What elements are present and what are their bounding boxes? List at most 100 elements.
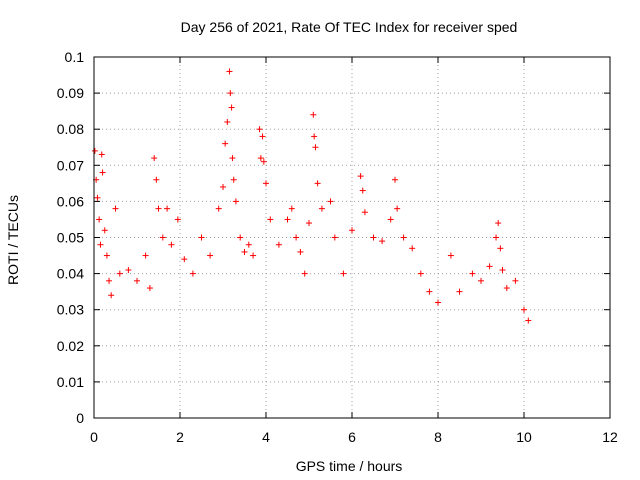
data-point	[456, 288, 463, 295]
y-tick-label: 0.06	[57, 193, 84, 209]
data-point	[311, 133, 318, 140]
data-point	[228, 104, 235, 111]
data-point	[469, 270, 476, 277]
data-point	[521, 306, 527, 313]
data-point	[275, 241, 282, 248]
x-tick-label: 4	[262, 429, 270, 445]
y-tick-label: 0.07	[57, 157, 84, 173]
data-point	[112, 205, 119, 212]
data-point	[226, 68, 233, 75]
data-point	[222, 140, 229, 147]
data-point	[359, 187, 366, 194]
data-point	[168, 241, 175, 248]
data-point	[409, 245, 416, 252]
data-point	[318, 205, 325, 212]
x-tick-label: 2	[176, 429, 184, 445]
data-point	[310, 111, 317, 118]
data-point	[512, 277, 519, 284]
data-point	[146, 285, 153, 292]
data-point	[230, 176, 237, 183]
data-point	[256, 126, 263, 133]
data-point	[99, 169, 106, 176]
data-point	[164, 205, 171, 212]
data-point	[379, 238, 386, 245]
data-point	[257, 155, 264, 162]
data-point	[301, 270, 308, 277]
data-point	[447, 252, 454, 259]
y-tick-label: 0.05	[57, 230, 84, 246]
data-point	[220, 183, 226, 190]
chart-title: Day 256 of 2021, Rate Of TEC Index for r…	[181, 19, 518, 35]
data-point	[134, 277, 140, 284]
data-point	[426, 288, 433, 295]
x-tick-label: 10	[516, 429, 532, 445]
data-point	[232, 198, 239, 205]
data-point	[207, 252, 214, 259]
data-point	[97, 241, 104, 248]
data-point	[503, 285, 510, 292]
data-point	[349, 227, 355, 234]
data-point	[288, 205, 295, 212]
x-tick-label: 6	[348, 429, 356, 445]
data-point	[312, 144, 319, 151]
data-points	[91, 68, 532, 324]
data-point	[314, 180, 321, 187]
data-point	[284, 216, 291, 223]
x-tick-label: 8	[434, 429, 442, 445]
data-point	[189, 270, 196, 277]
data-point	[263, 180, 269, 187]
y-tick-label: 0.03	[57, 302, 84, 318]
data-point	[108, 292, 115, 299]
grid-lines	[94, 57, 610, 418]
x-axis-label: GPS time / hours	[296, 458, 403, 474]
y-tick-label: 0.09	[57, 85, 84, 101]
data-point	[497, 245, 504, 252]
data-point	[103, 252, 110, 259]
data-point	[486, 263, 493, 270]
y-tick-label: 0.01	[57, 374, 84, 390]
data-point	[495, 220, 502, 227]
data-point	[215, 205, 222, 212]
data-point	[125, 266, 132, 273]
data-point	[400, 234, 407, 241]
data-point	[259, 133, 266, 140]
axis-ticks: 0 2 4 6 8 10 12 0 0.01 0.02 0.03 0.04 0.05 0.06 0.07 0.…	[57, 49, 618, 445]
data-point	[331, 234, 338, 241]
data-point	[435, 299, 441, 306]
data-point	[525, 317, 532, 324]
data-point	[361, 209, 368, 216]
data-point	[417, 270, 424, 277]
data-point	[159, 234, 166, 241]
data-point	[306, 220, 312, 227]
data-point	[394, 205, 401, 212]
data-point	[245, 241, 252, 248]
y-tick-label: 0	[76, 410, 84, 426]
y-tick-label: 0.02	[57, 338, 84, 354]
data-point	[340, 270, 347, 277]
y-tick-label: 0.1	[65, 49, 85, 65]
data-point	[227, 90, 234, 97]
data-point	[370, 234, 377, 241]
data-point	[116, 270, 123, 277]
data-point	[241, 248, 248, 255]
data-point	[174, 216, 181, 223]
data-point	[250, 252, 257, 259]
data-point	[478, 277, 484, 284]
data-point	[94, 194, 101, 201]
x-tick-label: 12	[602, 429, 618, 445]
data-point	[293, 234, 300, 241]
data-point	[357, 173, 364, 180]
data-point	[151, 155, 158, 162]
data-point	[237, 234, 244, 241]
data-point	[297, 248, 304, 255]
y-tick-label: 0.04	[57, 266, 84, 282]
data-point	[181, 256, 188, 263]
data-point	[101, 227, 108, 234]
data-point	[260, 158, 267, 165]
y-tick-label: 0.08	[57, 121, 84, 137]
data-point	[493, 234, 500, 241]
x-tick-label: 0	[90, 429, 98, 445]
data-point	[327, 198, 334, 205]
data-point	[106, 277, 113, 284]
